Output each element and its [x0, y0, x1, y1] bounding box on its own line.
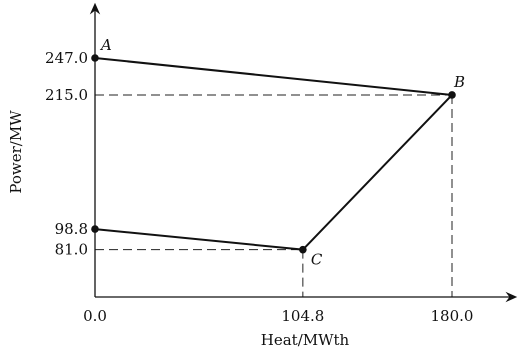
point-label-c: C [311, 251, 323, 269]
y-tick-label-215-0: 215.0 [45, 86, 88, 104]
reference-lines [95, 94, 453, 297]
points: A B C [91, 36, 465, 269]
x-tick-label-180-0: 180.0 [431, 307, 474, 325]
boundary-segment-2 [301, 93, 453, 251]
y-tick-label-98-8: 98.8 [55, 220, 88, 238]
axes [89, 2, 518, 303]
point-a [91, 54, 99, 62]
tick-labels: 0.0 104.8 180.0 81.0 98.8 215.0 247.0 [45, 49, 473, 325]
y-tick-label-247-0: 247.0 [45, 49, 88, 67]
x-tick-label-104-8: 104.8 [281, 307, 324, 325]
point-label-a: A [99, 36, 112, 54]
x-tick-label-0-0: 0.0 [83, 307, 107, 325]
point-c [299, 245, 307, 254]
operating-region-boundary [94, 57, 453, 251]
point-label-b: B [453, 73, 465, 91]
point-b [448, 91, 456, 99]
y-tick-label-81-0: 81.0 [55, 241, 88, 259]
point-y-98-8 [91, 225, 99, 233]
boundary-segment-1 [94, 57, 453, 96]
y-axis-label: Power/MW [7, 110, 25, 194]
x-axis-label: Heat/MWth [261, 331, 350, 349]
boundary-segment-3 [94, 228, 304, 251]
